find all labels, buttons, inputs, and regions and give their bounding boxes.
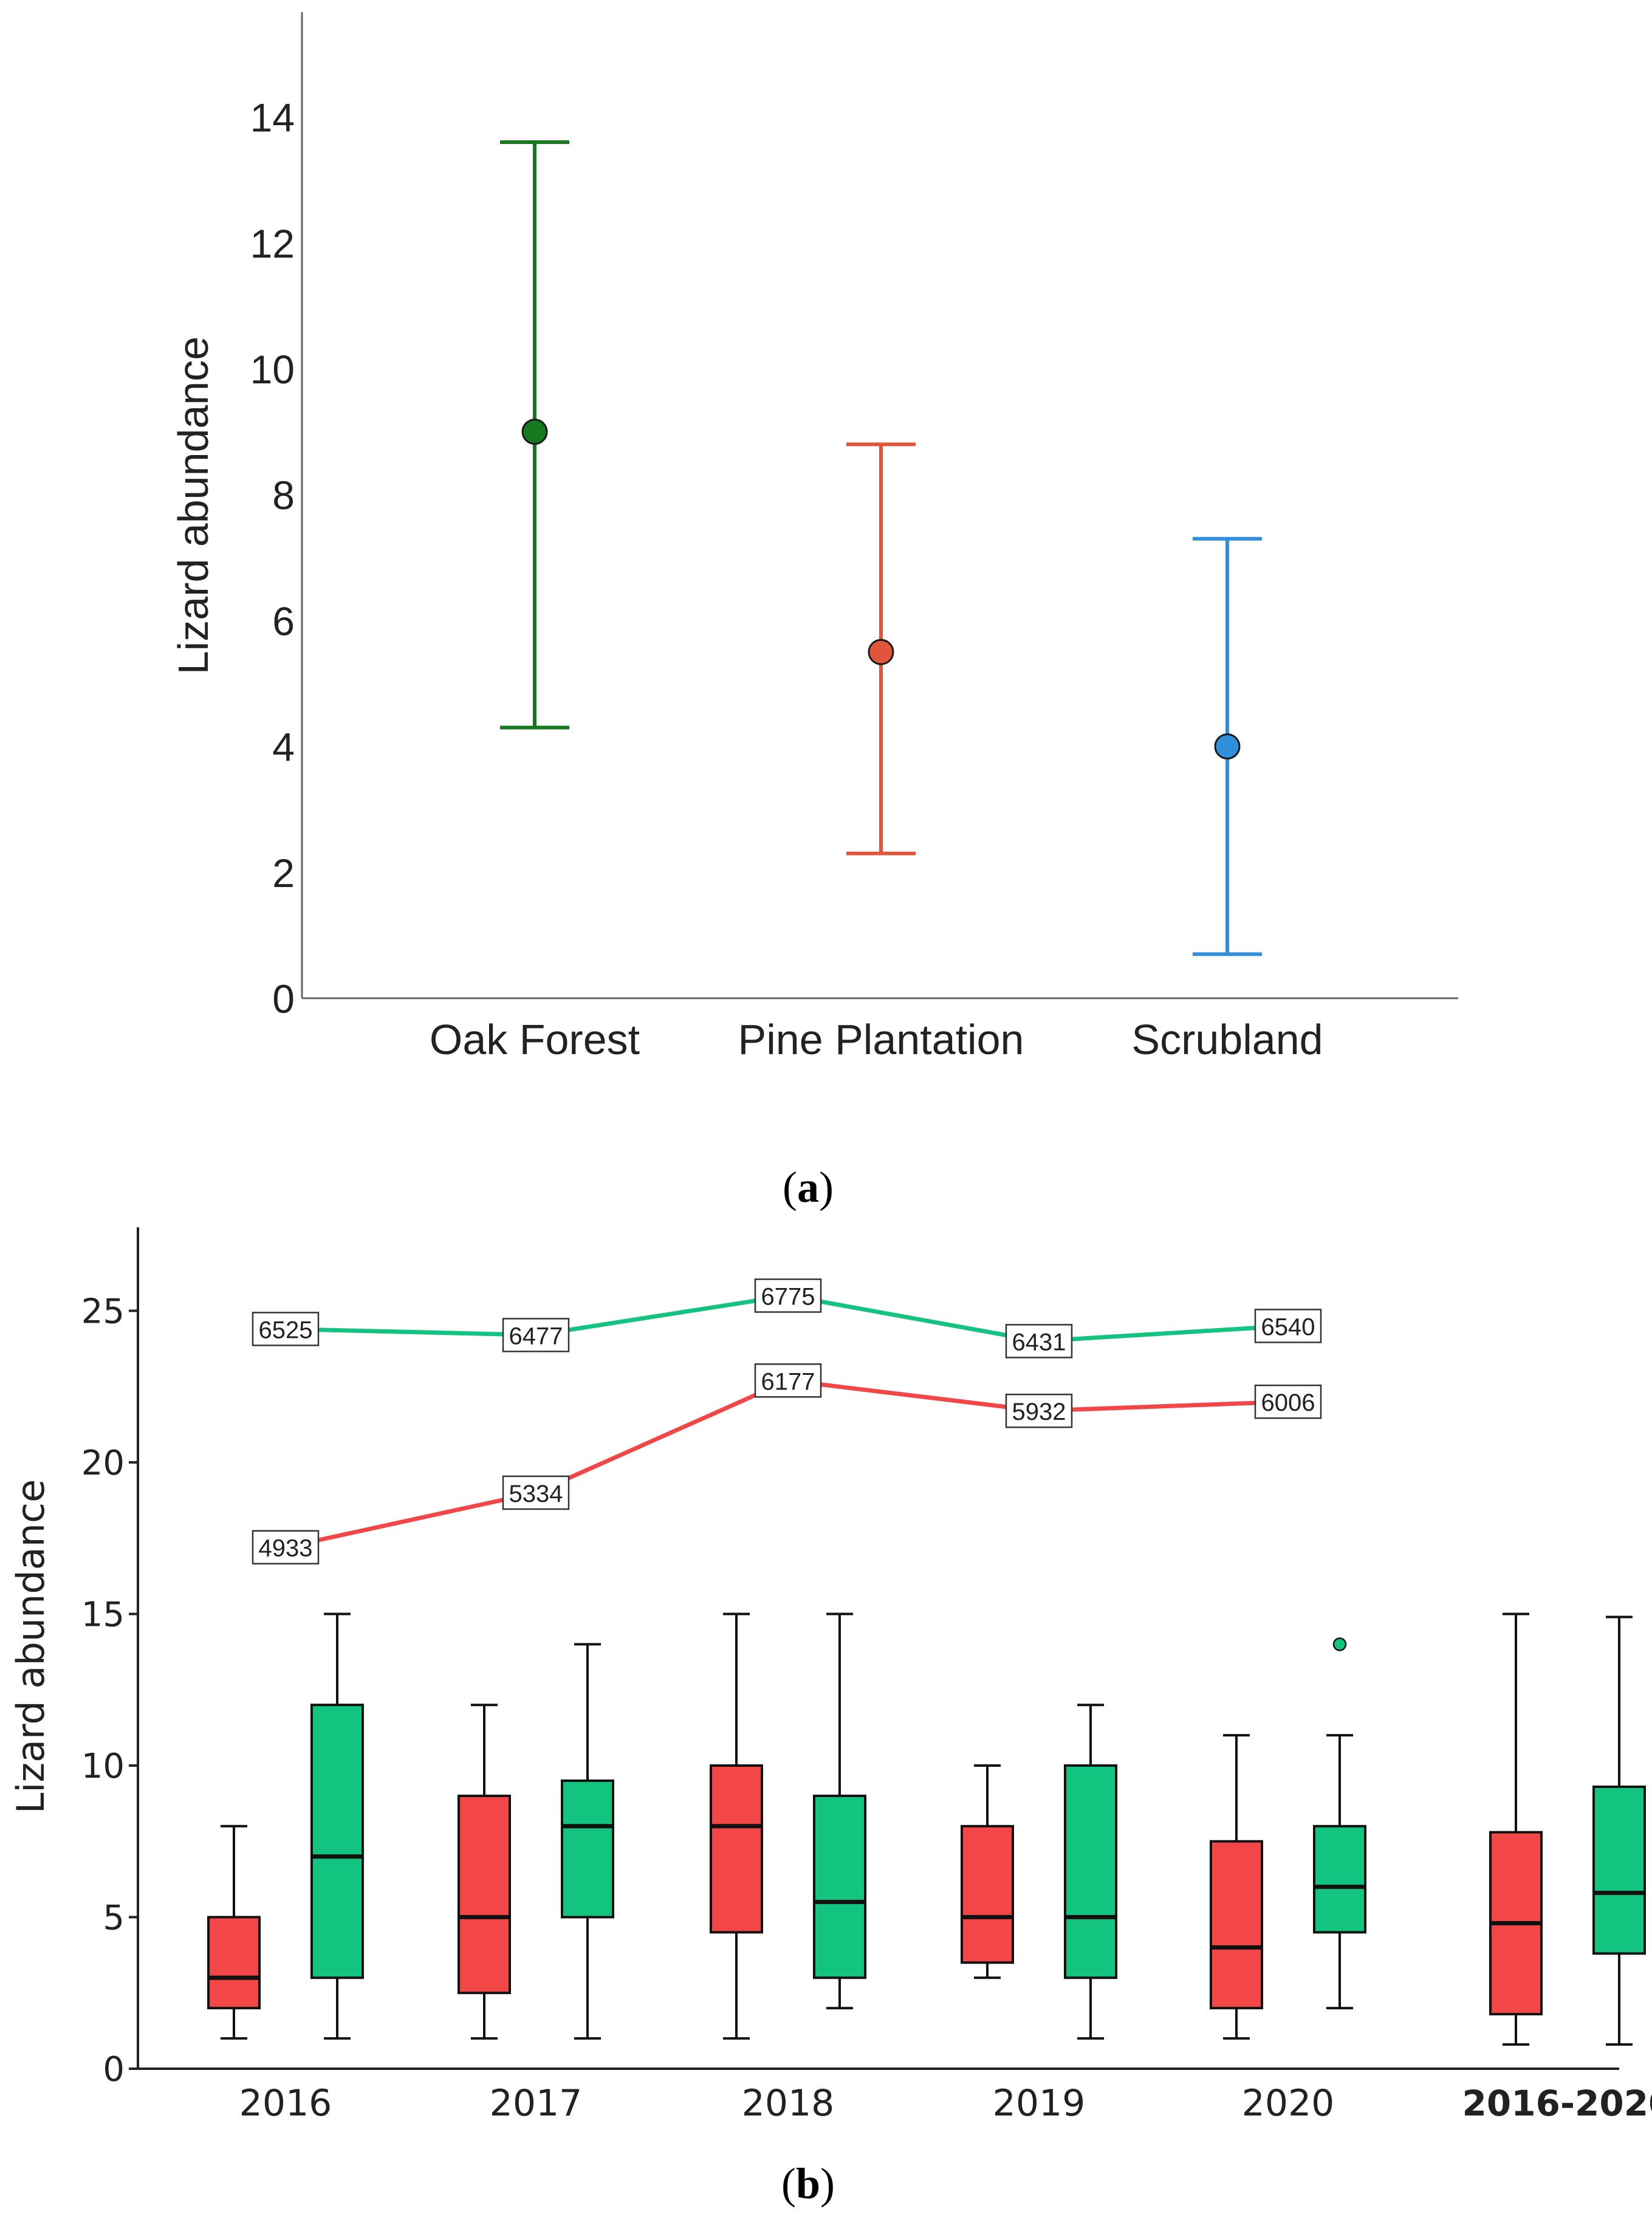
panel-b-x-ticks: 2016 2017 2018 2019 2020 2016-2020 <box>239 2082 1652 2125</box>
panel-a-mean-point <box>868 639 894 665</box>
panel-b-data-label: 6477 <box>509 1323 563 1349</box>
panel-b-y-tick-label: 15 <box>81 1595 125 1635</box>
panel-a-x-tick-label: Scrubland <box>1131 1016 1323 1063</box>
panel-a-y-axis-label: Lizard abundance <box>170 337 217 675</box>
panel-b-box-green <box>1592 1785 1646 1955</box>
panel-b-data-label-box <box>502 1475 570 1510</box>
panel-b-data-label-box <box>502 1318 570 1352</box>
panel-a-error-bar-chart: 0 2 4 6 8 10 12 14 Oak Forest Pine Plantation Scr… <box>170 12 1458 1063</box>
panel-a-mean-point <box>521 419 548 445</box>
panel-a-y-tick-label: 2 <box>272 851 295 896</box>
panel-b-box-green <box>1313 1824 1366 1934</box>
panel-b-data-label-box <box>754 1278 822 1313</box>
panel-a-y-tick-label: 8 <box>272 473 295 518</box>
panel-a-y-tick-label: 6 <box>272 598 295 643</box>
panel-b-data-label-box <box>754 1363 822 1398</box>
panel-b-x-tick-label: 2018 <box>742 2082 835 2125</box>
panel-b-x-tick-label: 2016 <box>239 2082 332 2125</box>
panel-a-y-tick-label: 4 <box>272 725 295 770</box>
panel-b-box-plot: 0 5 10 15 20 25 2016 2017 2018 2019 2020 2016-2020… <box>9 1227 1652 2125</box>
panel-b-data-label: 6540 <box>1261 1314 1315 1340</box>
panel-b-y-axis-label: Lizard abundance <box>9 1479 53 1814</box>
panel-b-data-label-box <box>252 1312 320 1346</box>
panel-b-data-label: 4933 <box>259 1535 313 1562</box>
panel-b-box-green <box>310 1704 364 1979</box>
panel-b-y-tick-label: 0 <box>103 2050 125 2089</box>
panel-a-caption: (a) <box>783 1163 834 1211</box>
panel-b-data-label-box <box>1254 1384 1322 1419</box>
panel-a-x-tick-label: Pine Plantation <box>738 1016 1024 1063</box>
panel-a-mean-point <box>1214 733 1241 760</box>
panel-b-box-red <box>207 1916 261 2010</box>
panel-b-trend-lines: 4933 5334 6177 5932 6006 6525 6477 6775 6431 6540 <box>252 1278 1322 1564</box>
panel-b-data-label: 6006 <box>1261 1389 1315 1416</box>
panel-b-y-tick-label: 5 <box>103 1899 125 1938</box>
panel-b-data-label: 5334 <box>509 1481 563 1507</box>
panel-b-y-tick-label: 10 <box>81 1747 125 1786</box>
panel-b-x-tick-label: 2017 <box>490 2082 583 2125</box>
panel-b-x-tick-label: 2019 <box>993 2082 1086 2125</box>
panel-a-y-tick-label: 10 <box>250 347 295 392</box>
panel-a-y-ticks: 0 2 4 6 8 10 12 14 <box>250 95 295 1021</box>
panel-a-y-tick-label: 0 <box>272 976 295 1021</box>
panel-b-y-ticks: 0 5 10 15 20 25 <box>81 1292 138 2089</box>
panel-b-data-label: 6431 <box>1012 1329 1066 1355</box>
panel-b-box-green <box>1064 1764 1117 1979</box>
panel-b-box-red <box>1210 1840 1263 2010</box>
panel-b-data-label: 6177 <box>761 1368 815 1395</box>
panel-b-boxes <box>207 1612 1646 2046</box>
panel-b-y-tick-label: 20 <box>81 1444 125 1483</box>
panel-b-data-label-box <box>1005 1324 1073 1358</box>
panel-b-outlier-point <box>1332 1637 1347 1651</box>
panel-b-data-label: 6775 <box>761 1284 815 1310</box>
panel-b-data-label: 6525 <box>259 1317 313 1343</box>
panel-b-data-label-box <box>1254 1309 1322 1343</box>
panel-a-x-ticks: Oak Forest Pine Plantation Scrubland <box>430 1016 1323 1063</box>
panel-b-y-tick-label: 25 <box>81 1292 125 1332</box>
panel-b-x-tick-label: 2016-2020 <box>1462 2083 1652 2124</box>
panel-b-x-tick-label: 2020 <box>1242 2082 1335 2125</box>
panel-b-box-green <box>813 1794 866 1979</box>
panel-a-y-tick-label: 12 <box>250 221 295 266</box>
panel-b-data-label-box <box>252 1530 320 1564</box>
panel-b-data-label-box <box>1005 1393 1073 1428</box>
panel-b-box-green <box>561 1779 614 1919</box>
panel-b-caption: (b) <box>781 2159 835 2208</box>
panel-b-box-red <box>458 1794 511 1995</box>
panel-b-data-label: 5932 <box>1012 1399 1066 1425</box>
panel-a-error-bars <box>500 140 1262 956</box>
panel-a-y-tick-label: 14 <box>250 95 295 140</box>
panel-b-box-red <box>710 1764 763 1934</box>
panel-b-trend-line-red <box>285 1378 1289 1550</box>
panel-a-x-tick-label: Oak Forest <box>430 1016 640 1063</box>
panel-b-box-red <box>961 1824 1014 1964</box>
